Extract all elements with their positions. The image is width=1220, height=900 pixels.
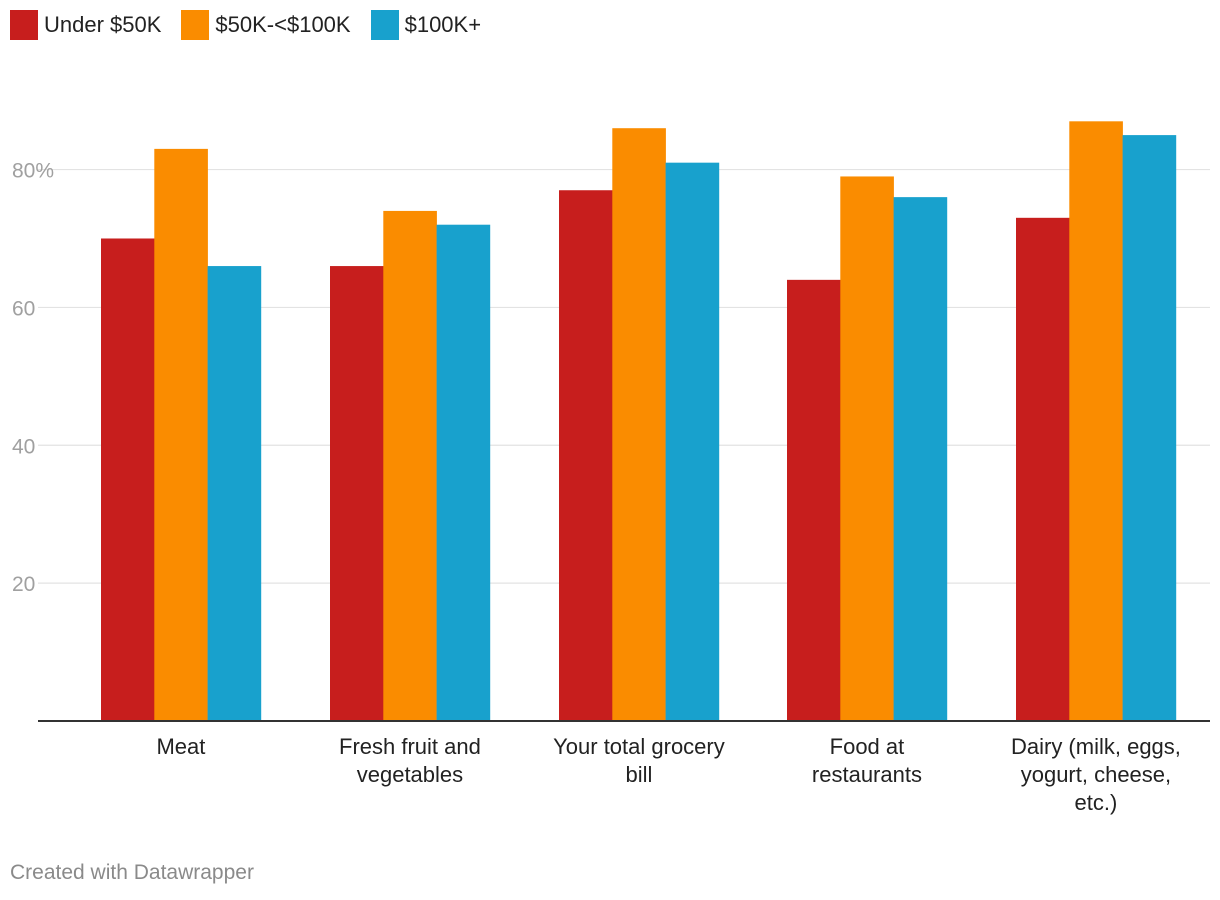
x-tick-label-3-0: Food at <box>830 734 905 759</box>
legend-item-100k-plus: $100K+ <box>370 10 482 40</box>
legend-swatch-50k-100k <box>181 10 210 40</box>
x-tick-label-1-0: Fresh fruit and <box>339 734 481 759</box>
legend-swatch-under-50k <box>10 10 38 40</box>
bar-1-0 <box>154 148 208 722</box>
x-tick-label-0-0: Meat <box>156 734 205 759</box>
y-tick-label-20: 20 <box>12 573 35 596</box>
legend-label-100k-plus: $100K+ <box>404 12 482 37</box>
x-tick-label-4-1: yogurt, cheese, <box>1021 762 1171 787</box>
bar-1-1 <box>383 210 437 721</box>
bar-2-2 <box>665 162 720 722</box>
x-tick-label-4-2: etc.) <box>1075 790 1118 815</box>
x-tick-label-1-1: vegetables <box>357 762 463 787</box>
x-tick-label-3-1: restaurants <box>812 762 922 787</box>
bar-0-0 <box>101 238 155 722</box>
bar-0-1 <box>330 266 384 721</box>
bar-1-2 <box>612 128 666 721</box>
y-tick-label-60: 60 <box>12 297 35 320</box>
x-tick-label-4-0: Dairy (milk, eggs, <box>1011 734 1181 759</box>
bar-2-0 <box>207 266 262 721</box>
bar-2-4 <box>1122 135 1177 722</box>
legend-item-under-50k: Under $50K <box>10 10 161 40</box>
legend-label-under-50k: Under $50K <box>44 12 162 37</box>
bar-0-3 <box>787 279 841 721</box>
bar-2-1 <box>436 224 491 722</box>
footer-credit: Created with Datawrapper <box>10 861 254 884</box>
bar-1-4 <box>1069 121 1123 721</box>
legend-swatch-100k-plus <box>370 10 399 40</box>
legend-label-50k-100k: $50K-<$100K <box>215 12 351 37</box>
x-tick-label-2-0: Your total grocery <box>553 734 725 759</box>
bar-2-3 <box>893 197 948 721</box>
legend-item-50k-100k: $50K-<$100K <box>181 10 351 40</box>
x-tick-label-2-1: bill <box>625 762 652 787</box>
y-tick-label-80: 80% <box>12 160 54 183</box>
bar-1-3 <box>840 176 894 721</box>
legend: Under $50K $50K-<$100K $100K+ <box>10 10 501 40</box>
bar-0-2 <box>559 190 613 721</box>
bar-0-4 <box>1016 217 1070 721</box>
y-tick-label-40: 40 <box>12 435 35 458</box>
